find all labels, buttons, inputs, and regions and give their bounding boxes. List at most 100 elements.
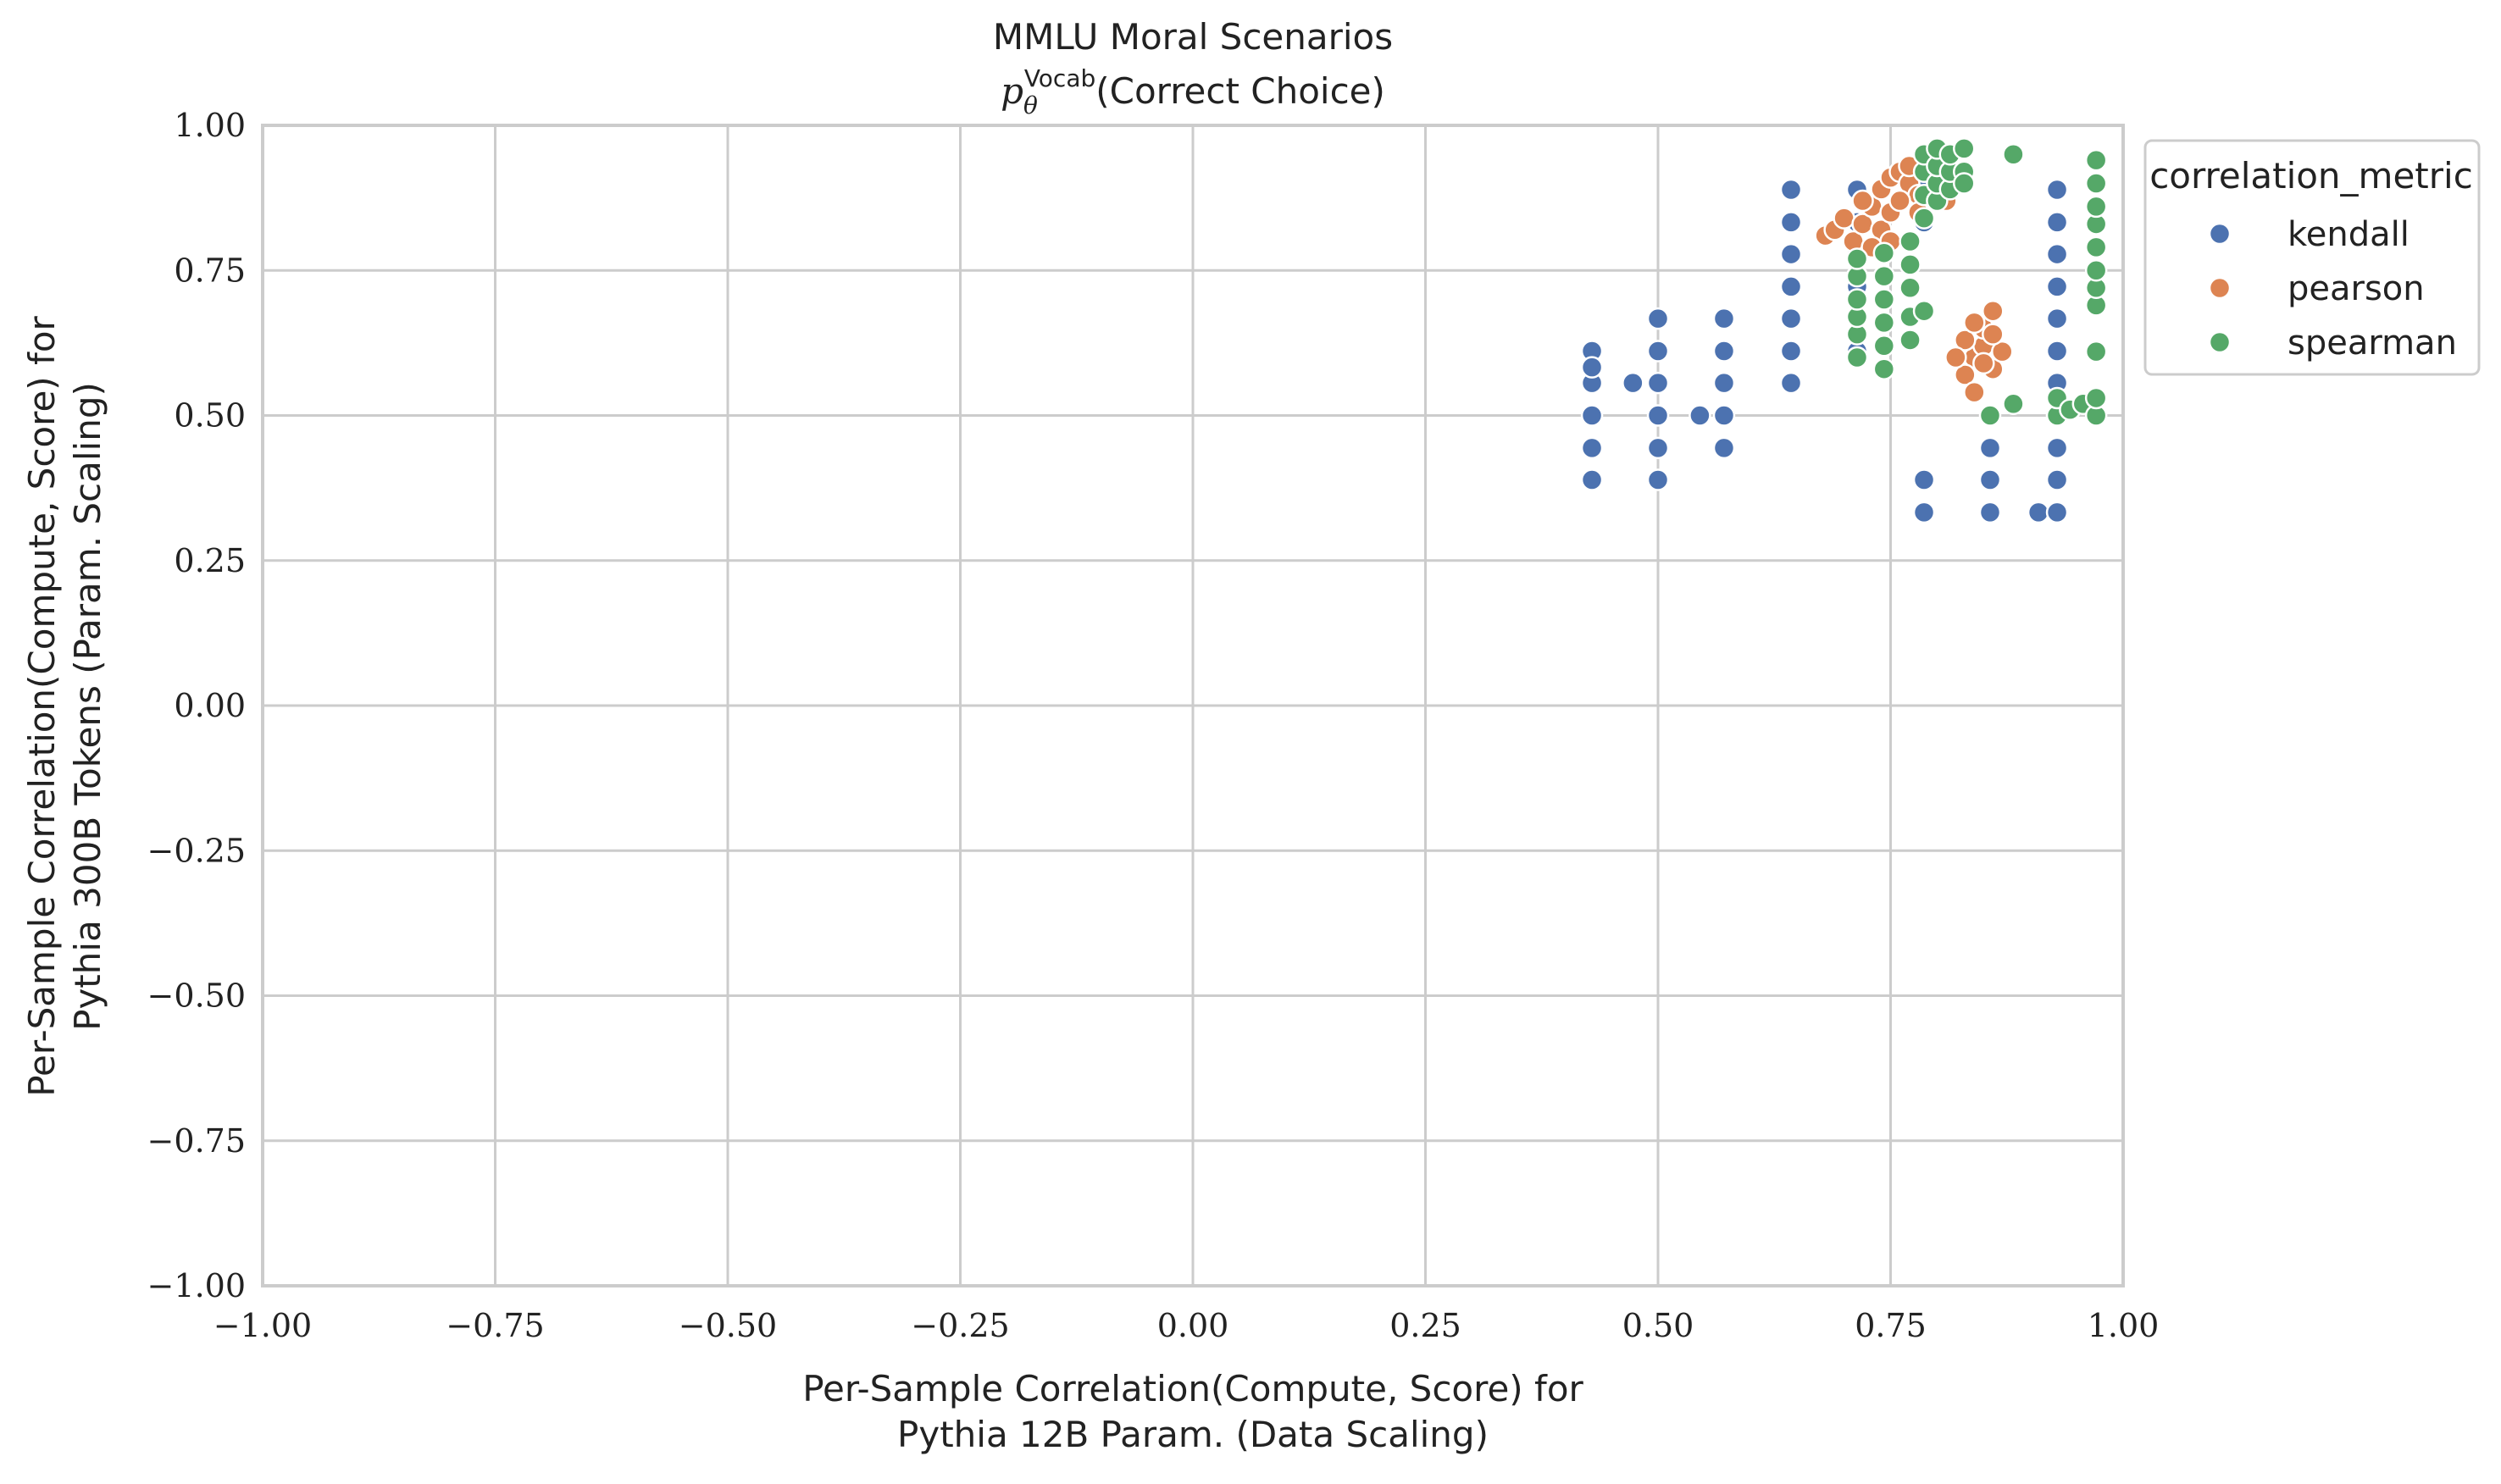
kendall-point [2045, 275, 2069, 298]
spearman-point [2002, 143, 2025, 166]
pearson-point [1954, 329, 1977, 352]
kendall-point [1978, 501, 2002, 524]
pearson-point [1963, 380, 1986, 404]
subtitle-subscript: θ [1023, 91, 1038, 119]
legend: correlation_metric kendall pearson spearma… [2143, 139, 2481, 376]
kendall-point [1646, 436, 1670, 460]
x-tick-label: −0.25 [911, 1307, 1009, 1344]
spearman-point [1899, 230, 1922, 253]
x-axis-ticks: −1.00 −0.75 −0.50 −0.25 0.00 0.25 0.50 0.75 1.00 [214, 1307, 2160, 1344]
legend-marker [2208, 222, 2232, 246]
x-tick-label: 0.25 [1389, 1307, 1461, 1344]
spearman-point [2084, 340, 2108, 363]
chart-title: MMLU Moral Scenarios [993, 16, 1393, 58]
plot-frame [261, 124, 2125, 1287]
kendall-point [1912, 468, 1936, 491]
series-spearman [1845, 137, 2108, 427]
pearson-point [1963, 311, 1986, 335]
kendall-point [2045, 436, 2069, 460]
legend-label: pearson [2288, 269, 2425, 308]
y-tick-label: 0.25 [174, 542, 246, 579]
kendall-point [1779, 307, 1803, 330]
kendall-point [1978, 468, 2002, 491]
x-tick-label: −1.00 [214, 1307, 312, 1344]
legend-items: kendall pearson spearman [2208, 215, 2457, 363]
kendall-point [1646, 468, 1670, 491]
kendall-point [2027, 501, 2050, 524]
kendall-point [1646, 371, 1670, 395]
kendall-point [1580, 356, 1604, 379]
subtitle-suffix: (Correct Choice) [1095, 70, 1385, 112]
spearman-point [2084, 195, 2108, 219]
legend-item-pearson: pearson [2208, 269, 2425, 308]
pearson-point [1888, 189, 1911, 213]
y-tick-label: −1.00 [147, 1267, 246, 1304]
kendall-point [1646, 404, 1670, 427]
kendall-point [1580, 436, 1604, 460]
y-axis-ticks: −1.00 −0.75 −0.50 −0.25 0.00 0.25 0.50 0.75 1.00 [147, 107, 246, 1304]
y-tick-label: −0.75 [147, 1122, 246, 1160]
legend-label: kendall [2288, 215, 2410, 254]
kendall-point [1912, 501, 1936, 524]
y-tick-label: −0.50 [147, 977, 246, 1015]
spearman-point [1845, 247, 1869, 270]
kendall-point [1622, 371, 1644, 395]
kendall-point [1712, 436, 1736, 460]
pearson-point [1972, 352, 1995, 375]
spearman-point [1845, 288, 1869, 311]
kendall-point [1580, 404, 1604, 427]
legend-label: spearman [2288, 324, 2457, 363]
kendall-point [1580, 468, 1604, 491]
kendall-point [1712, 307, 1736, 330]
spearman-point [1899, 253, 1922, 276]
y-axis-label-line1: Per-Sample Correlation(Compute, Score) f… [21, 315, 63, 1096]
legend-item-spearman: spearman [2208, 324, 2457, 363]
spearman-point [1899, 276, 1922, 300]
pearson-point [1982, 323, 2005, 346]
kendall-point [1712, 340, 1736, 363]
kendall-point [1978, 436, 2002, 460]
x-tick-label: 0.75 [1855, 1307, 1927, 1344]
spearman-point [2084, 386, 2108, 410]
pearson-point [1851, 189, 1874, 213]
x-tick-label: −0.50 [679, 1307, 777, 1344]
y-axis-label-line2: Pythia 300B Tokens (Param. Scaling) [67, 382, 108, 1031]
kendall-point [1646, 307, 1670, 330]
spearman-point [1872, 241, 1896, 264]
spearman-point [2084, 235, 2108, 259]
pearson-point [1954, 363, 1977, 386]
spearman-point [1952, 172, 1976, 195]
y-tick-label: 1.00 [174, 107, 246, 144]
y-tick-label: 0.00 [174, 687, 246, 724]
spearman-point [2002, 392, 2025, 416]
kendall-point [1646, 340, 1670, 363]
kendall-point [1779, 242, 1803, 266]
spearman-point [1872, 311, 1896, 335]
legend-marker [2208, 276, 2232, 300]
spearman-point [1912, 207, 1936, 230]
x-tick-label: 1.00 [2088, 1307, 2160, 1344]
kendall-point [1779, 340, 1803, 363]
spearman-point [2084, 172, 2108, 195]
spearman-point [1872, 288, 1896, 311]
legend-title: correlation_metric [2149, 155, 2473, 197]
x-axis-label-line2: Pythia 12B Param. (Data Scaling) [897, 1414, 1489, 1455]
pearson-point [1991, 340, 2014, 363]
pearson-point [1982, 299, 2005, 323]
kendall-point [2045, 211, 2069, 234]
legend-box [2143, 139, 2481, 376]
spearman-point [1872, 335, 1896, 357]
spearman-point [2084, 148, 2108, 172]
spearman-point [1845, 346, 1869, 369]
kendall-point [2045, 501, 2069, 524]
x-tick-label: 0.50 [1622, 1307, 1694, 1344]
x-tick-label: 0.00 [1157, 1307, 1229, 1344]
kendall-point [2045, 468, 2069, 491]
kendall-point [1712, 404, 1736, 427]
pearson-point [1944, 346, 1967, 369]
spearman-point [1952, 137, 1976, 160]
x-tick-label: −0.75 [446, 1307, 544, 1344]
spearman-point [1872, 357, 1896, 380]
spearman-point [1978, 404, 2002, 427]
